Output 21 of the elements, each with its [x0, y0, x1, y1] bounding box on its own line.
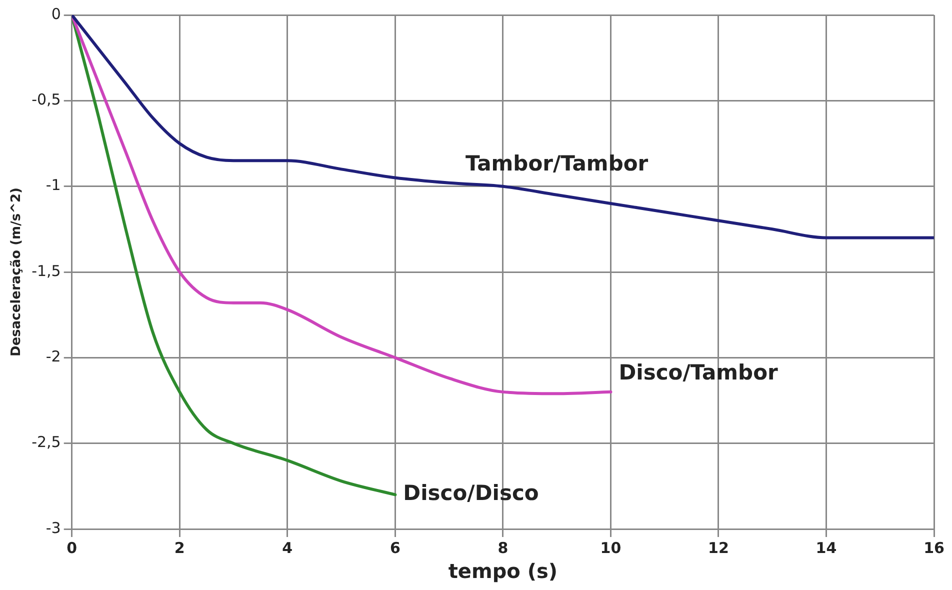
- y-tick-label: -1: [46, 176, 61, 194]
- x-tick-label: 0: [66, 538, 78, 557]
- x-tick-label: 6: [390, 538, 400, 557]
- series-label: Tambor/Tambor: [465, 151, 649, 176]
- y-tick-label: -3: [46, 518, 61, 537]
- y-tick-label: -1,5: [32, 262, 61, 280]
- y-tick-label: -2: [46, 348, 61, 366]
- x-tick-label: 16: [924, 538, 944, 557]
- x-tick-label: 10: [600, 538, 622, 557]
- y-tick-label: -0,5: [32, 90, 61, 109]
- x-tick-label: 8: [498, 538, 508, 557]
- y-tick-label: -2,5: [32, 433, 61, 452]
- x-tick-label: 4: [282, 538, 293, 557]
- x-tick-label: 12: [708, 538, 729, 557]
- x-tick-label: 14: [816, 538, 837, 557]
- series-label: Disco/Tambor: [618, 360, 779, 384]
- x-axis-title: tempo (s): [448, 559, 558, 584]
- series-label: Disco/Disco: [403, 481, 539, 506]
- y-axis-title: Desaceleração (m/s^2): [9, 188, 24, 356]
- y-tick-label: 0: [51, 4, 61, 23]
- x-tick-label: 2: [174, 538, 185, 557]
